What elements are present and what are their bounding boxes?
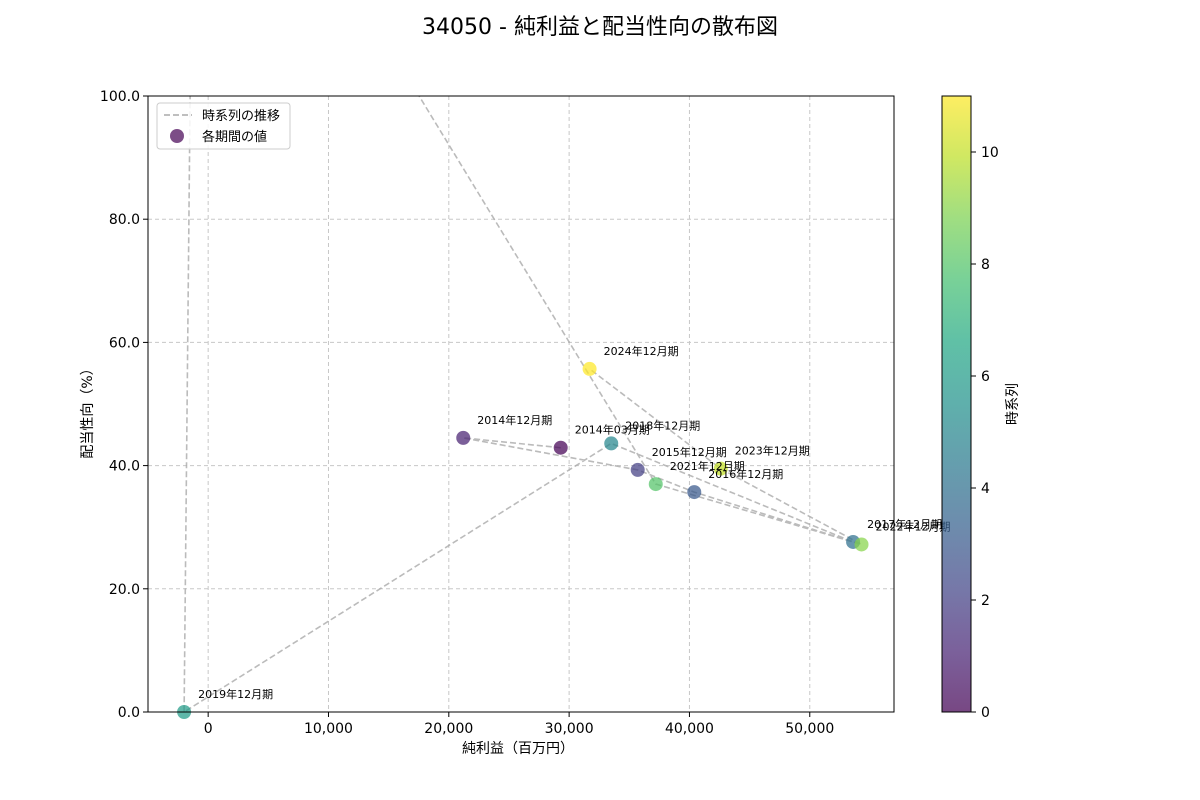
- data-point: [854, 537, 869, 552]
- y-tick-label: 0.0: [118, 705, 140, 721]
- x-axis-ticks: 0 10,000 20,000 30,000 40,000 50,000: [204, 712, 834, 737]
- data-point: [630, 462, 645, 477]
- trend-line: [183, 96, 862, 712]
- x-tick-label: 40,000: [665, 721, 714, 737]
- y-tick-label: 100.0: [100, 89, 140, 105]
- colorbar-ticks: 0 2 4 6 8 10: [971, 145, 999, 721]
- point-label-layer: 2014年03月期 2014年12月期 2015年12月期 2016年12月期 2017…: [198, 344, 950, 701]
- point-label: 2016年12月期: [708, 467, 783, 481]
- data-point: [553, 440, 568, 455]
- point-label: 2022年12月期: [876, 519, 951, 533]
- point-label: 2014年03月期: [575, 423, 650, 437]
- x-tick-label: 20,000: [424, 721, 473, 737]
- point-label: 2015年12月期: [652, 445, 727, 459]
- colorbar-tick-label: 0: [981, 705, 990, 721]
- legend-label-points: 各期間の値: [202, 129, 267, 145]
- x-tick-label: 50,000: [785, 721, 834, 737]
- colorbar-tick-label: 10: [981, 145, 999, 161]
- colorbar-tick-label: 8: [981, 257, 990, 273]
- grid-layer: [148, 95, 894, 713]
- data-point: [687, 485, 702, 500]
- colorbar-label: 時系列: [1005, 383, 1021, 425]
- plot-frame: [147, 95, 895, 713]
- y-tick-label: 40.0: [109, 459, 140, 475]
- legend-marker-swatch: [170, 129, 184, 143]
- y-axis-label: 配当性向（%）: [80, 361, 96, 458]
- x-tick-label: 0: [204, 721, 213, 737]
- x-axis-label: 純利益（百万円）: [462, 741, 574, 757]
- colorbar: 0 2 4 6 8 10 時系列: [941, 95, 1021, 721]
- data-point: [713, 461, 728, 476]
- trend-line-layer: [183, 96, 862, 712]
- y-tick-label: 60.0: [109, 335, 140, 351]
- y-tick-label: 20.0: [109, 582, 140, 598]
- x-tick-label: 30,000: [545, 721, 594, 737]
- point-label: 2017年12月期: [867, 517, 942, 531]
- point-layer: [177, 361, 869, 719]
- legend-box: [156, 102, 291, 150]
- point-label: 2021年12月期: [670, 459, 745, 473]
- colorbar-tick-label: 4: [981, 481, 990, 497]
- point-label: 2023年12月期: [735, 444, 810, 458]
- data-point: [604, 436, 619, 451]
- y-tick-label: 80.0: [109, 212, 140, 228]
- data-point: [582, 361, 597, 376]
- point-label: 2014年12月期: [477, 413, 552, 427]
- chart-title: 34050 - 純利益と配当性向の散布図: [422, 15, 778, 40]
- x-tick-label: 10,000: [304, 721, 353, 737]
- data-point: [648, 477, 663, 492]
- point-label: 2024年12月期: [604, 344, 679, 358]
- point-label: 2018年12月期: [625, 418, 700, 432]
- colorbar-tick-label: 6: [981, 369, 990, 385]
- legend: 時系列の推移 各期間の値: [156, 102, 291, 150]
- colorbar-gradient: [941, 95, 972, 713]
- legend-label-trend: 時系列の推移: [202, 109, 280, 124]
- y-axis-ticks: 0.0 20.0 40.0 60.0 80.0 100.0: [100, 89, 148, 721]
- data-point: [456, 430, 471, 445]
- point-label: 2019年12月期: [198, 687, 273, 701]
- colorbar-tick-label: 2: [981, 593, 990, 609]
